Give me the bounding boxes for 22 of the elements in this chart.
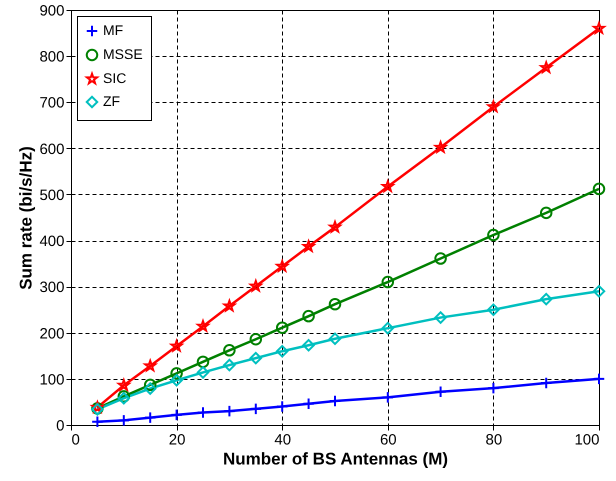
legend-label: MF <box>103 22 124 38</box>
y-axis-title: Sum rate (bi/s/Hz) <box>16 146 36 290</box>
legend-label: MSSE <box>103 46 143 62</box>
y-tick-label: 100 <box>39 371 64 388</box>
legend-label: ZF <box>103 93 120 109</box>
x-tick-label: 20 <box>168 432 186 448</box>
x-tick-label: 60 <box>380 432 397 448</box>
x-axis-title: Number of BS Antennas (M) <box>222 450 448 468</box>
x-tick-label: 100 <box>574 432 600 448</box>
y-tick-label: 800 <box>39 48 64 66</box>
y-tick-label: 300 <box>39 279 64 296</box>
y-tick-label: 700 <box>39 94 64 112</box>
x-tick-label: 40 <box>274 432 292 448</box>
y-tick-label: 400 <box>39 233 64 250</box>
y-tick-label: 500 <box>39 186 64 204</box>
y-tick-label: 0 <box>56 418 64 434</box>
y-tick-label: 600 <box>39 140 64 158</box>
x-tick-label: 80 <box>486 432 502 448</box>
y-tick-label: 200 <box>39 325 64 342</box>
y-tick-label: 900 <box>39 2 64 20</box>
legend-label: SIC <box>103 70 126 86</box>
x-tick-label: 0 <box>72 432 80 448</box>
